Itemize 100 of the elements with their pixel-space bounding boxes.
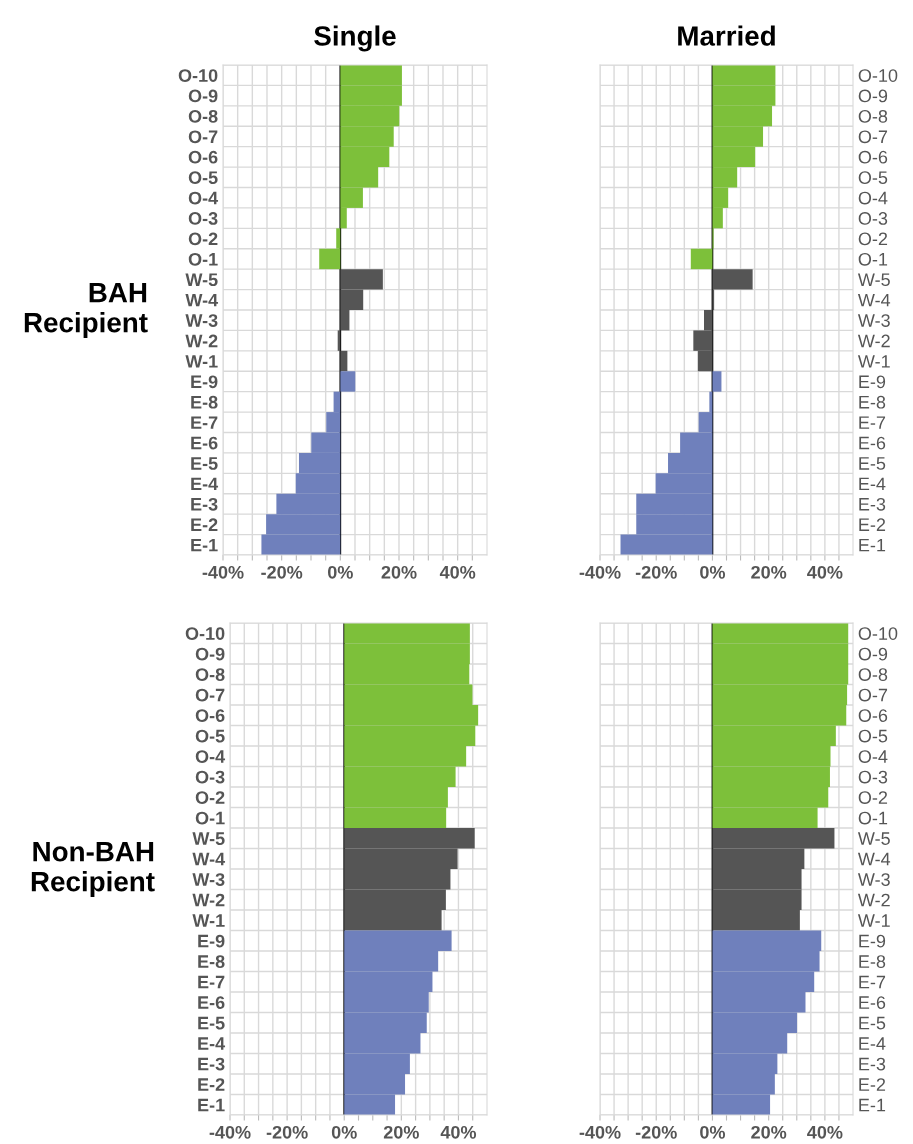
y-tick-label: W-4 (857, 293, 891, 307)
y-tick-label: O-7 (858, 130, 888, 144)
y-tick-label: E-8 (859, 395, 886, 409)
y-tick-label: O-3 (188, 212, 218, 225)
y-tick-label: E-7 (198, 975, 225, 989)
y-tick-label: W-5 (185, 273, 218, 287)
y-tick-label: W-5 (192, 832, 225, 845)
y-tick-label: E-9 (859, 375, 886, 389)
y-tick-label: O-6 (858, 709, 888, 722)
y-tick-label: O-10 (858, 627, 898, 640)
y-tick-label: W-3 (857, 873, 890, 886)
y-tick-label: E-1 (859, 1098, 886, 1112)
y-tick-label: O-4 (195, 750, 226, 763)
y-tick-label: W-2 (857, 334, 890, 348)
y-tick-label: W-1 (185, 355, 218, 368)
y-tick-label: E-2 (191, 518, 218, 531)
x-tick-label: -40% (579, 1125, 621, 1139)
y-tick-label: O-9 (195, 647, 225, 661)
y-tick-label: O-7 (188, 130, 218, 144)
x-tick-label: 0% (700, 565, 726, 579)
y-tick-label: E-4 (198, 1037, 226, 1050)
y-tick-label: W-2 (185, 334, 218, 348)
y-tick-label: O-6 (188, 150, 218, 164)
y-tick-label: O-9 (858, 89, 888, 103)
y-tick-label: E-2 (859, 1078, 886, 1091)
y-tick-label: O-7 (858, 688, 888, 702)
y-tick-label: O-8 (858, 668, 888, 681)
y-tick-label: W-1 (857, 355, 890, 368)
x-tick-label: -40% (202, 565, 244, 579)
y-tick-label: W-1 (857, 914, 890, 927)
y-tick-label: O-8 (188, 109, 218, 123)
x-tick-label: 40% (807, 1125, 843, 1139)
y-tick-label: E-7 (859, 416, 886, 429)
y-tick-label: W-2 (192, 893, 225, 907)
y-tick-label: O-10 (178, 69, 218, 82)
x-tick-label: 40% (439, 565, 476, 579)
y-tick-label: E-5 (198, 1016, 225, 1030)
y-tick-label: O-10 (858, 69, 898, 82)
y-tick-label: O-7 (195, 688, 225, 702)
x-tick-label: 20% (751, 1125, 787, 1139)
y-tick-label: E-1 (198, 1098, 225, 1112)
y-axis-title: Non-BAH Recipient (31, 842, 155, 897)
y-tick-label: E-8 (859, 955, 886, 968)
y-tick-label: E-4 (859, 477, 886, 491)
y-tick-label: O-4 (858, 750, 888, 763)
y-tick-label: E-5 (859, 457, 886, 470)
y-tick-label: W-4 (192, 852, 226, 866)
y-tick-label: E-3 (859, 1057, 886, 1071)
y-tick-label: E-3 (859, 497, 886, 511)
y-tick-label: E-6 (191, 436, 218, 450)
y-tick-label: E-9 (191, 375, 218, 389)
y-tick-label: O-1 (858, 811, 888, 825)
y-tick-label: W-3 (857, 314, 890, 327)
y-tick-label: O-10 (185, 627, 225, 640)
x-tick-label: -20% (635, 565, 677, 579)
y-tick-label: E-5 (859, 1016, 886, 1030)
chart-title: Married (678, 25, 775, 46)
y-tick-label: O-1 (858, 252, 888, 266)
x-tick-label: 0% (331, 1125, 357, 1139)
y-tick-label: O-1 (188, 252, 218, 266)
y-tick-label: E-2 (198, 1078, 225, 1091)
y-tick-label: W-3 (185, 314, 218, 327)
x-tick-label: 20% (381, 565, 417, 579)
y-tick-label: E-4 (859, 1037, 886, 1050)
y-tick-label: O-2 (858, 232, 888, 246)
x-tick-label: -20% (261, 565, 303, 579)
y-tick-label: E-3 (191, 497, 218, 511)
y-tick-label: E-6 (859, 996, 886, 1009)
y-tick-label: O-6 (195, 709, 225, 722)
y-tick-label: E-6 (198, 996, 225, 1009)
y-tick-label: W-2 (857, 893, 890, 907)
y-tick-label: E-8 (198, 955, 225, 968)
y-tick-label: O-5 (858, 171, 888, 185)
x-tick-label: -40% (209, 1125, 251, 1139)
chart-title: Single (314, 25, 396, 52)
y-tick-label: O-4 (858, 191, 888, 205)
x-tick-label: 40% (807, 565, 843, 579)
y-tick-label: O-2 (858, 791, 888, 804)
y-tick-label: E-7 (191, 416, 218, 429)
y-tick-label: O-3 (195, 770, 225, 784)
x-tick-label: -40% (579, 565, 621, 579)
y-tick-label: O-2 (188, 232, 218, 246)
y-tick-label: W-5 (857, 273, 890, 287)
y-tick-label: O-9 (188, 89, 218, 103)
y-tick-label: W-4 (185, 293, 219, 307)
y-axis-title: BAH Recipient (24, 283, 148, 338)
y-tick-label: O-4 (188, 191, 219, 205)
x-tick-label: 0% (328, 565, 353, 579)
y-tick-label: O-5 (858, 729, 888, 743)
y-tick-label: E-3 (198, 1057, 225, 1071)
y-tick-label: E-9 (198, 934, 225, 948)
y-tick-label: O-5 (195, 729, 225, 743)
y-tick-label: O-3 (858, 212, 888, 225)
y-tick-label: O-3 (858, 770, 888, 784)
y-tick-label: O-9 (858, 647, 888, 661)
y-tick-label: W-5 (857, 832, 890, 845)
y-tick-label: O-8 (195, 668, 225, 681)
y-tick-label: W-3 (192, 873, 225, 886)
y-tick-label: E-6 (859, 436, 886, 450)
x-tick-label: -20% (266, 1125, 308, 1139)
